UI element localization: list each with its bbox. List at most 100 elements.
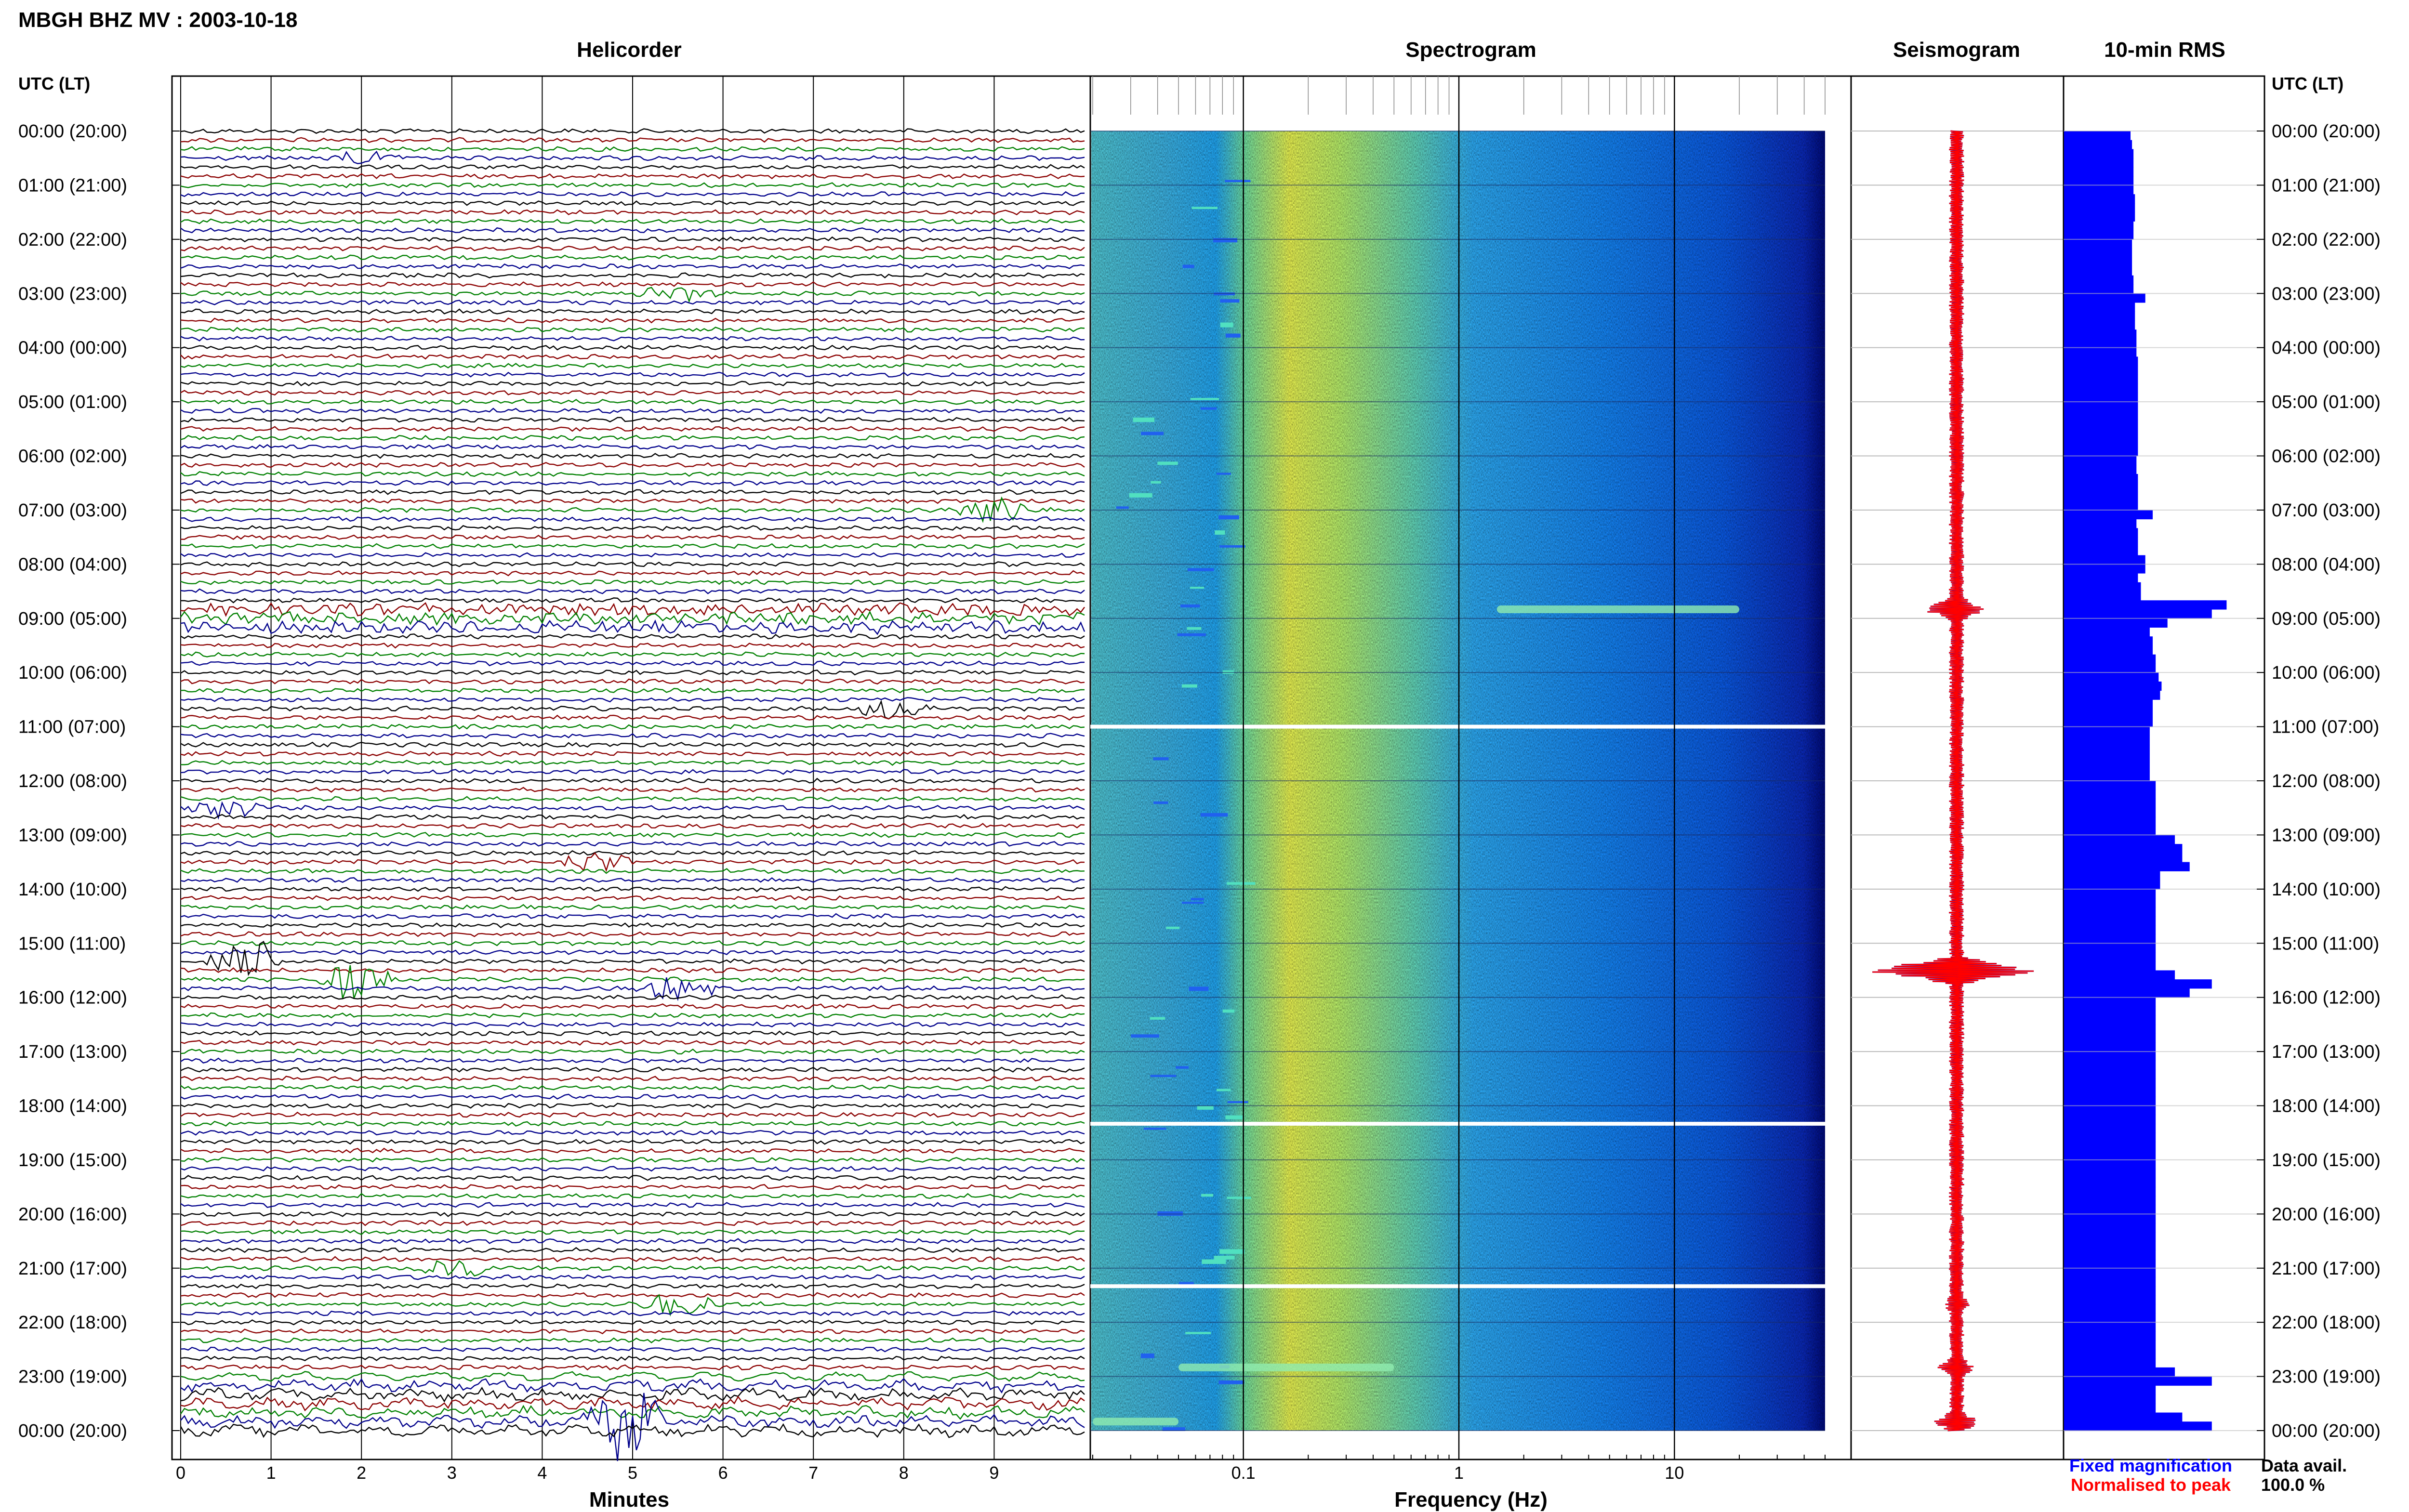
spectrogram-streak (1200, 813, 1228, 817)
spectrogram-tick-label: 1 (1454, 1463, 1464, 1483)
helicorder-trace (180, 699, 1085, 720)
helicorder-trace (180, 931, 1085, 937)
helicorder-trace (180, 678, 1085, 685)
spectrogram-streak (1177, 633, 1206, 636)
rms-bar (2064, 338, 2137, 348)
rms-bar (2064, 609, 2212, 619)
time-label-right: 03:00 (23:00) (2272, 284, 2381, 304)
rms-bar (2064, 131, 2131, 141)
helicorder-trace (180, 642, 1085, 649)
rms-bar (2064, 681, 2162, 691)
helicorder-trace (180, 381, 1085, 387)
time-label-left: 07:00 (03:00) (18, 500, 127, 521)
rms-bar (2064, 420, 2138, 429)
rms-bar (2064, 1223, 2156, 1233)
rms-bar (2064, 167, 2134, 177)
helicorder-trace (180, 777, 1085, 784)
time-label-left: 12:00 (08:00) (18, 771, 127, 791)
helicorder-trace (180, 1395, 1085, 1412)
helicorder-trace (180, 1057, 1085, 1064)
helicorder-trace (180, 137, 1085, 143)
helicorder-trace (180, 1066, 1085, 1073)
spectrogram-streak (1213, 238, 1238, 243)
time-label-right: 04:00 (00:00) (2272, 338, 2381, 358)
rms-bar (2064, 185, 2134, 195)
time-label-right: 10:00 (06:00) (2272, 663, 2381, 683)
helicorder-trace (180, 597, 1085, 604)
helicorder-trace (180, 254, 1085, 261)
rms-bar (2064, 1096, 2156, 1106)
rms-bar (2064, 1205, 2156, 1214)
rms-bar (2064, 600, 2227, 610)
helicorder-trace (180, 823, 1085, 829)
rms-bar (2064, 1394, 2156, 1404)
spectrogram-streak (1214, 1256, 1235, 1260)
helicorder-trace (180, 904, 1085, 910)
spectrogram-feature (1178, 1363, 1394, 1371)
helicorder-trace (180, 344, 1085, 351)
rms-bar (2064, 1232, 2156, 1242)
helicorder-trace (180, 852, 1085, 872)
spectrogram-streak (1150, 1017, 1165, 1020)
helicorder-trace (180, 1184, 1085, 1190)
helicorder-trace (180, 1405, 1085, 1420)
rms-bar (2064, 546, 2138, 556)
spectrogram-streak (1227, 882, 1256, 885)
spectrogram-streak (1197, 1106, 1214, 1110)
helicorder-trace (180, 602, 1085, 617)
helicorder-trace (180, 570, 1085, 577)
rms-bar (2064, 221, 2134, 231)
helicorder-trace (180, 697, 1085, 703)
rms-bar (2064, 438, 2138, 447)
helicorder-trace (180, 760, 1085, 766)
data-avail-value: 100.0 % (2261, 1475, 2325, 1495)
helicorder-trace (180, 1103, 1085, 1109)
time-label-right: 06:00 (02:00) (2272, 447, 2381, 467)
rms-bar (2064, 699, 2153, 709)
helicorder-trace (180, 398, 1085, 405)
spectrogram-streak (1153, 757, 1169, 761)
time-axes: 00:00 (20:00) 00:00 (20:00) 01:00 (21:00) 0… (18, 121, 2381, 1441)
rms-bar (2064, 393, 2138, 402)
helicorder-trace (180, 1319, 1085, 1326)
helicorder-trace (180, 687, 1085, 694)
rms-bar (2064, 1340, 2156, 1350)
helicorder-trace (180, 1256, 1085, 1262)
time-label-right: 05:00 (01:00) (2272, 392, 2381, 412)
rms-bar (2064, 266, 2132, 276)
rms-bar (2064, 889, 2156, 899)
rms-bar (2064, 1277, 2156, 1287)
spectrogram-streak (1216, 1089, 1231, 1091)
helicorder-trace (180, 543, 1085, 549)
spectrogram-streak (1218, 515, 1239, 520)
helicorder-trace (180, 633, 1085, 640)
time-label-right: 13:00 (09:00) (2272, 825, 2381, 845)
rms-bar (2064, 465, 2137, 474)
rms-bar (2064, 1033, 2156, 1043)
time-label-right: 08:00 (04:00) (2272, 554, 2381, 575)
spectrogram-streak (1150, 1075, 1177, 1077)
rms-bar (2064, 329, 2137, 339)
spectrogram-streak (1185, 1332, 1211, 1334)
helicorder-trace (180, 236, 1085, 243)
helicorder-trace (180, 417, 1085, 423)
time-label-left: 14:00 (10:00) (18, 880, 127, 900)
helicorder-trace (180, 1328, 1085, 1335)
helicorder-trace (180, 1157, 1085, 1163)
helicorder-trace (180, 209, 1085, 216)
rms-bar (2064, 799, 2156, 808)
helicorder-trace (180, 496, 1085, 523)
rms-bar (2064, 772, 2150, 781)
rms-bar (2064, 194, 2135, 204)
helicorder-trace (180, 768, 1085, 775)
helicorder-tick-label: 6 (718, 1463, 728, 1483)
helicorder-trace (180, 723, 1085, 730)
helicorder-trace (180, 977, 1085, 1001)
helicorder-trace (180, 408, 1085, 414)
helicorder-trace (180, 750, 1085, 757)
rms-bar (2064, 284, 2134, 294)
rms-bar (2064, 1024, 2156, 1034)
rms-bar (2064, 690, 2160, 700)
spectrogram-streak (1190, 587, 1204, 589)
helicorder-trace (180, 877, 1085, 883)
